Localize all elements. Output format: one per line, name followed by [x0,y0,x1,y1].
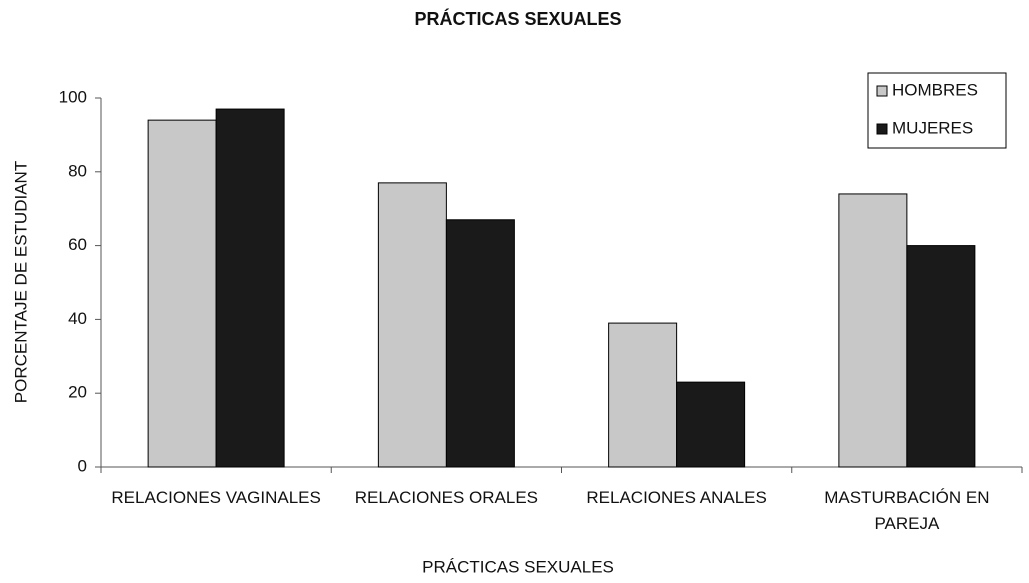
y-tick-label: 80 [68,161,87,180]
bar [377,182,447,468]
legend-swatch [876,123,888,135]
y-tick-label: 20 [68,383,87,402]
bar [906,245,976,468]
bar [215,108,285,468]
x-tick-label: MASTURBACIÓN EN PAREJA [824,488,989,533]
legend-label: HOMBRES [892,80,978,99]
y-tick-label: 60 [68,235,87,254]
legend-swatch [876,85,888,97]
x-axis-label: PRÁCTICAS SEXUALES [422,557,614,576]
x-tick-label: RELACIONES VAGINALES [111,488,320,507]
chart-title: PRÁCTICAS SEXUALES [414,8,621,29]
y-axis-label: PORCENTAJE DE ESTUDIANT [11,161,30,403]
y-tick-label: 40 [68,309,87,328]
bar [676,381,746,468]
y-tick-label: 0 [78,456,87,475]
bar [608,322,678,468]
bar [147,119,217,468]
bar [838,193,908,468]
y-tick-label: 100 [59,87,87,106]
legend: HOMBRES MUJERES [867,72,1007,149]
bar [445,219,515,468]
x-tick-label: RELACIONES ANALES [586,488,766,507]
legend-box [867,72,1007,149]
legend-label: MUJERES [892,118,973,137]
x-tick-label: RELACIONES ORALES [355,488,538,507]
